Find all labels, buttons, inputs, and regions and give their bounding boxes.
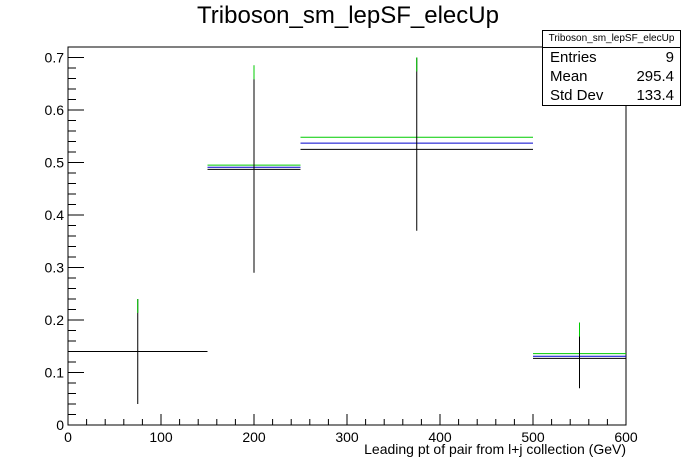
stats-entries-label: Entries: [550, 49, 597, 66]
stats-stddev-value: 133.4: [636, 87, 674, 104]
stats-stddev-row: Std Dev 133.4: [543, 86, 680, 105]
x-tick-label: 300: [335, 429, 359, 445]
stats-mean-value: 295.4: [636, 68, 674, 85]
x-tick-label: 600: [614, 429, 638, 445]
axes: 0 100 200 300 400 500 600 0 0.1 0.2 0.3 0.4 0.5 0.6 0.…: [45, 46, 638, 445]
stats-box: Triboson_sm_lepSF_elecUp Entries 9 Mean …: [542, 30, 681, 106]
y-tick-label: 0.7: [45, 50, 65, 66]
stats-mean-label: Mean: [550, 68, 588, 85]
stats-box-title: Triboson_sm_lepSF_elecUp: [543, 31, 680, 48]
x-tick-label: 500: [521, 429, 545, 445]
x-tick-label: 0: [64, 429, 72, 445]
stats-entries-value: 9: [665, 49, 674, 66]
error-bars: [137, 57, 580, 404]
y-tick-label: 0.5: [45, 155, 65, 171]
stats-stddev-label: Std Dev: [550, 87, 604, 104]
x-tick-label: 200: [242, 429, 266, 445]
stats-entries-row: Entries 9: [543, 48, 680, 67]
x-tick-label: 400: [428, 429, 452, 445]
y-tick-label: 0.6: [45, 102, 65, 118]
x-axis-label: Leading pt of pair from l+j collection (…: [364, 441, 626, 457]
y-tick-label: 0.1: [45, 365, 65, 381]
stats-mean-row: Mean 295.4: [543, 67, 680, 86]
chart-title: Triboson_sm_lepSF_elecUp: [197, 2, 499, 29]
x-tick-label: 100: [149, 429, 173, 445]
y-tick-label: 0.4: [45, 207, 65, 223]
y-tick-label: 0.2: [45, 312, 65, 328]
y-tick-label: 0.3: [45, 260, 65, 276]
data-series: [68, 136, 626, 359]
y-tick-label: 0: [56, 417, 64, 433]
